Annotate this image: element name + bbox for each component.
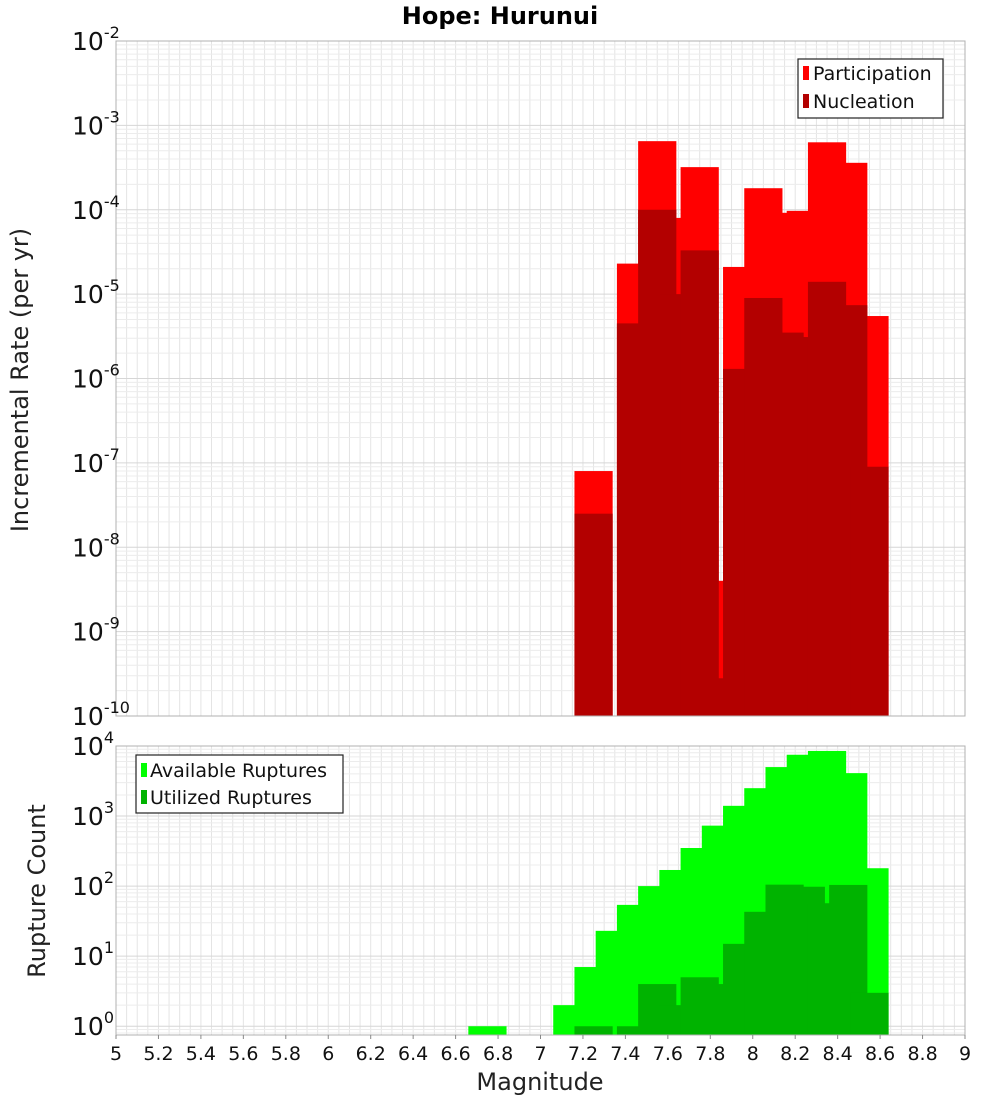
top-bar-b — [680, 250, 719, 717]
x-tick-label: 5.8 — [271, 1043, 301, 1065]
x-axis-label: Magnitude — [476, 1068, 603, 1096]
x-tick-label: 6 — [322, 1043, 334, 1065]
legend-label-available: Available Ruptures — [150, 760, 327, 782]
x-tick-label: 5.6 — [228, 1043, 258, 1065]
top-legend-box — [797, 58, 944, 119]
y-tick-label: 10-9 — [72, 614, 120, 647]
bottom-bar-a — [468, 1026, 507, 1035]
top-bars — [574, 141, 889, 717]
y-tick-label: 102 — [72, 868, 114, 901]
x-tick-label: 5.2 — [143, 1043, 173, 1065]
x-tick-label: 6.2 — [356, 1043, 386, 1065]
x-tick-label: 6.6 — [440, 1043, 470, 1065]
x-tick-label: 7.8 — [695, 1043, 725, 1065]
y-tick-label: 10-8 — [72, 529, 120, 562]
x-tick-label: 8 — [747, 1043, 759, 1065]
legend-label-utilized: Utilized Ruptures — [150, 787, 312, 809]
bottom-y-ticks: 104 103 102 101 100 — [72, 728, 114, 1041]
x-tick-label: 6.4 — [398, 1043, 428, 1065]
x-tick-label: 8.8 — [907, 1043, 937, 1065]
top-bar-b — [850, 466, 889, 716]
y-tick-label: 100 — [72, 1008, 114, 1041]
x-tick-label: 6.8 — [483, 1043, 513, 1065]
top-plot-frame — [115, 40, 966, 717]
y-tick-label: 10-5 — [72, 276, 120, 309]
legend-label-nucleation: Nucleation — [813, 91, 915, 113]
x-tick-label: 7 — [534, 1043, 546, 1065]
top-bar-b — [574, 513, 613, 716]
y-tick-label: 10-10 — [72, 698, 130, 731]
y-tick-label: 103 — [72, 798, 114, 831]
x-tick-label: 8.6 — [865, 1043, 895, 1065]
y-tick-label: 10-6 — [72, 361, 120, 394]
bottom-bar-b — [616, 1026, 656, 1035]
x-tick-label: 7.2 — [568, 1043, 598, 1065]
bottom-legend: Available Ruptures Utilized Ruptures — [135, 754, 344, 814]
x-tick-label: 7.6 — [653, 1043, 683, 1065]
top-y-axis-label: Incremental Rate (per yr) — [6, 228, 34, 532]
legend-swatch-participation — [803, 66, 809, 80]
x-tick-label: 5.4 — [186, 1043, 216, 1065]
bottom-legend-box — [135, 754, 344, 814]
legend-swatch-utilized — [141, 790, 147, 804]
legend-label-participation: Participation — [813, 63, 932, 85]
y-tick-label: 10-2 — [72, 23, 120, 56]
top-legend: Participation Nucleation — [797, 58, 944, 119]
bottom-y-axis-label: Rupture Count — [23, 804, 51, 978]
y-tick-label: 104 — [72, 728, 114, 761]
x-tick-label: 8.4 — [823, 1043, 853, 1065]
x-ticks: 5 5.2 5.4 5.6 5.8 6 6.2 6.4 6.6 6.8 7 7.2 7.4 7.6 7.8 8… — [110, 1035, 971, 1065]
x-tick-label: 9 — [959, 1043, 971, 1065]
y-tick-label: 101 — [72, 938, 114, 971]
y-tick-label: 10-4 — [72, 192, 120, 225]
bottom-bar-b — [850, 992, 889, 1035]
x-tick-label: 7.4 — [610, 1043, 640, 1065]
x-tick-label: 8.2 — [780, 1043, 810, 1065]
y-tick-label: 10-3 — [72, 107, 120, 140]
chart-title: Hope: Hurunui — [402, 2, 598, 30]
bottom-bars — [468, 750, 889, 1035]
top-y-ticks: 10-2 10-3 10-4 10-5 10-6 10-7 10-8 10-9 10-10 — [72, 23, 130, 731]
x-tick-label: 5 — [110, 1043, 122, 1065]
y-tick-label: 10-7 — [72, 445, 120, 478]
legend-swatch-nucleation — [803, 94, 809, 108]
legend-swatch-available — [141, 763, 147, 777]
bottom-bar-b — [574, 1026, 613, 1035]
